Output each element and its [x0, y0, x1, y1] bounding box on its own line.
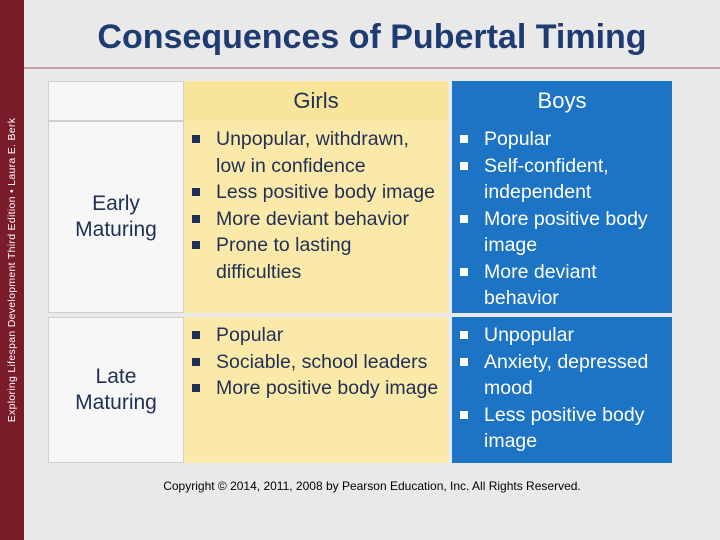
list-item-text: Anxiety, depressed mood: [484, 350, 649, 400]
list-item: More deviant behavior: [192, 206, 442, 233]
list-item-text: Unpopular: [484, 324, 574, 346]
list-item: Unpopular, withdrawn, low in confidence: [192, 126, 442, 179]
square-bullet-icon: [192, 188, 200, 196]
girls-header: Girls: [184, 81, 448, 121]
list-item: Popular: [192, 322, 442, 349]
square-bullet-icon: [460, 331, 468, 339]
list-item: More deviant behavior: [460, 259, 666, 312]
row-label-line: Late: [95, 364, 137, 388]
square-bullet-icon: [192, 384, 200, 392]
copyright-footer: Copyright © 2014, 2011, 2008 by Pearson …: [163, 479, 581, 493]
list-item-text: Popular: [216, 324, 284, 346]
square-bullet-icon: [192, 214, 200, 223]
girls-early-cell: Unpopular, withdrawn, low in confidence …: [184, 121, 448, 313]
list-item: Less positive body image: [192, 179, 442, 206]
row-label-line: Maturing: [75, 391, 157, 414]
list-item-text: Self-confident, independent: [484, 154, 609, 204]
list-item: Popular: [460, 126, 666, 153]
row-label-line: Early: [92, 191, 140, 215]
square-bullet-icon: [192, 241, 200, 249]
square-bullet-icon: [460, 267, 468, 276]
list-item-text: Prone to lasting difficulties: [216, 234, 352, 283]
list-item-text: Sociable, school leaders: [216, 350, 428, 373]
square-bullet-icon: [460, 135, 468, 143]
row-label-late-maturing: Late Maturing: [48, 317, 184, 463]
sidebar-text: Exploring Lifespan Development Third Edi…: [6, 117, 18, 423]
boys-header: Boys: [452, 81, 672, 121]
list-item: Unpopular: [460, 322, 666, 349]
boys-early-cell: Popular Self-confident, independent More…: [452, 121, 672, 313]
list-item-text: Less positive body image: [216, 181, 435, 203]
list-item: Less positive body image: [460, 402, 666, 455]
list-item: Anxiety, depressed mood: [460, 349, 666, 402]
list-item-text: More positive body image: [216, 377, 439, 399]
sidebar-band: Exploring Lifespan Development Third Edi…: [0, 0, 24, 540]
page-title: Consequences of Pubertal Timing: [97, 18, 647, 56]
list-item-text: More deviant behavior: [216, 207, 409, 230]
square-bullet-icon: [192, 331, 200, 339]
list-item-text: More deviant behavior: [484, 260, 597, 310]
list-item-text: Popular: [484, 128, 552, 150]
boys-late-cell: Unpopular Anxiety, depressed mood Less p…: [452, 317, 672, 463]
list-item-text: Less positive body image: [484, 403, 645, 453]
list-item: Prone to lasting difficulties: [192, 232, 442, 285]
square-bullet-icon: [460, 161, 468, 170]
row-label-line: Maturing: [75, 218, 157, 241]
list-item: Sociable, school leaders: [192, 349, 442, 376]
square-bullet-icon: [460, 214, 468, 223]
list-item-text: Unpopular, withdrawn, low in confidence: [216, 128, 409, 177]
square-bullet-icon: [460, 410, 468, 419]
square-bullet-icon: [192, 135, 200, 143]
list-item: More positive body image: [460, 206, 666, 259]
list-item: Self-confident, independent: [460, 153, 666, 206]
list-item: More positive body image: [192, 375, 442, 402]
square-bullet-icon: [192, 357, 200, 366]
square-bullet-icon: [460, 357, 468, 366]
row-label-early-maturing: Early Maturing: [48, 121, 184, 313]
girls-late-cell: Popular Sociable, school leaders More po…: [184, 317, 448, 463]
table-corner-cell: [48, 81, 184, 121]
title-divider: [24, 67, 720, 69]
list-item-text: More positive body image: [484, 207, 648, 257]
